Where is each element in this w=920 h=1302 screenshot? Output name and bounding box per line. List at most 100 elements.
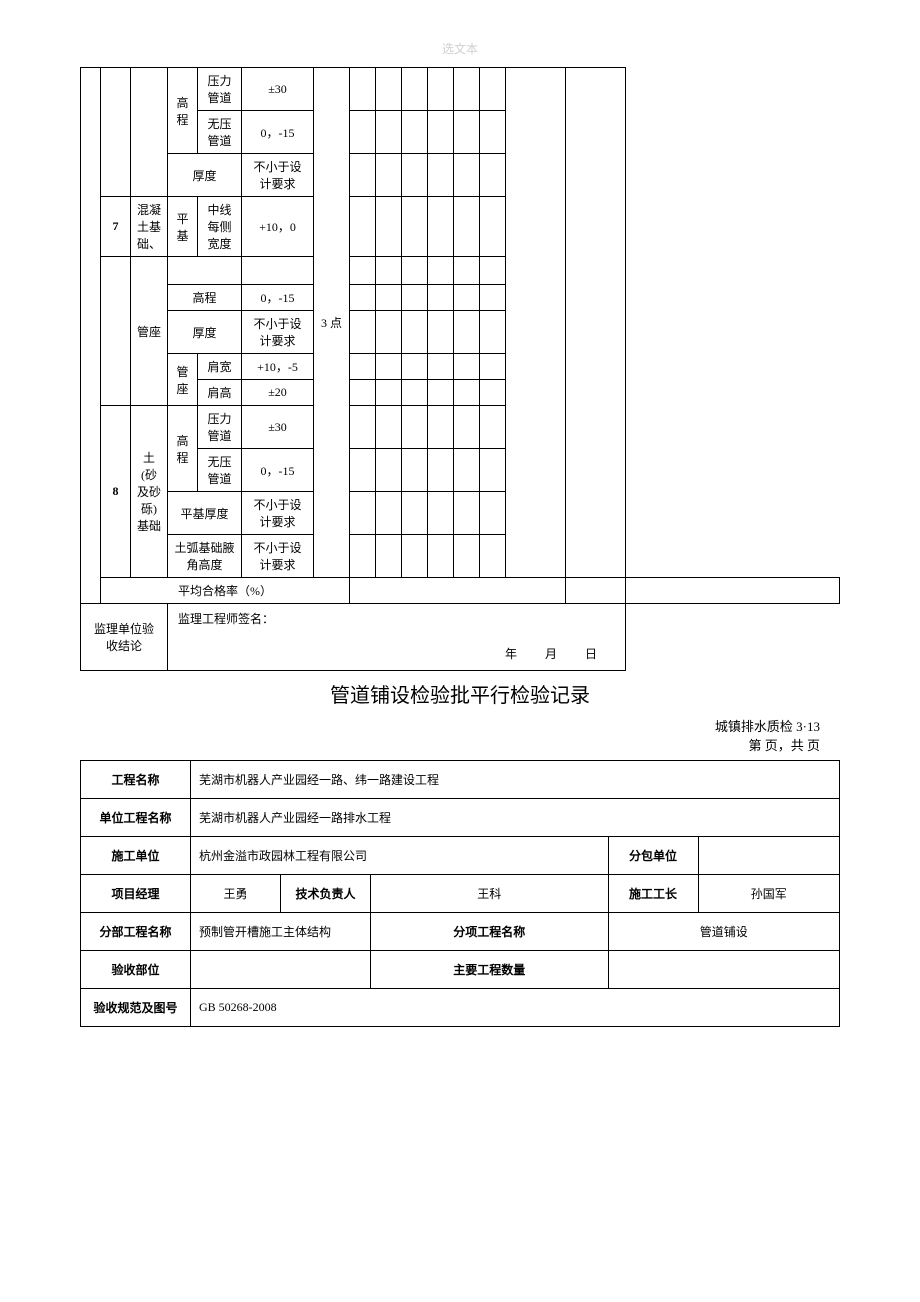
sub2-cell: 压力管道	[198, 68, 242, 111]
data-cell	[350, 406, 376, 449]
section-title: 管道铺设检验批平行检验记录	[80, 679, 840, 708]
sub2-cell: 厚度	[168, 311, 242, 354]
table-row: 验收规范及图号 GB 50268-2008	[81, 989, 840, 1027]
sub2-cell: 高程	[168, 285, 242, 311]
division: 预制管开槽施工主体结构	[191, 913, 371, 951]
construction-unit-label: 施工单位	[81, 837, 191, 875]
sub1-cell: 土弧基础腋角高度	[168, 535, 242, 578]
data-cell	[350, 492, 376, 535]
spec-cell	[242, 257, 314, 285]
vertical-label: 3 点	[314, 68, 350, 578]
sub2-cell: 无压管道	[198, 111, 242, 154]
spec-ref-label: 验收规范及图号	[81, 989, 191, 1027]
division-label: 分部工程名称	[81, 913, 191, 951]
group-cell: 混凝土基础、	[131, 197, 168, 257]
sub1-cell: 厚度	[168, 154, 242, 197]
inspection-table: 高程 压力管道 ±30 3 点 无压管道 0，-15 厚度 不小于设计要求 7 …	[80, 67, 840, 671]
unit-project: 芜湖市机器人产业园经一路排水工程	[191, 799, 840, 837]
data-cell	[350, 197, 376, 257]
table-row: 施工单位 杭州金溢市政园林工程有限公司 分包单位	[81, 837, 840, 875]
sub1-cell: 高程	[168, 406, 198, 492]
table-row: 高程 压力管道 ±30 3 点	[81, 68, 840, 111]
table-row: 厚度 不小于设计要求	[81, 311, 840, 354]
data-cell	[626, 578, 840, 604]
data-cell	[454, 68, 480, 111]
table-row: 工程名称 芜湖市机器人产业园经一路、纬一路建设工程	[81, 761, 840, 799]
sub1-cell: 平基厚度	[168, 492, 242, 535]
spec-cell: 不小于设计要求	[242, 535, 314, 578]
subdivision-label: 分项工程名称	[371, 913, 609, 951]
accept-part	[191, 951, 371, 989]
signature-label: 监理工程师签名：	[178, 612, 274, 626]
meta-page: 第 页，共 页	[748, 738, 820, 753]
data-cell	[376, 68, 402, 111]
watermark-text: 选文本	[80, 40, 840, 57]
row-num	[101, 68, 131, 197]
data-cell	[350, 449, 376, 492]
table-row: 7 混凝土基础、 平基 中线每侧宽度 +10，0	[81, 197, 840, 257]
row-num	[101, 257, 131, 406]
data-cell	[350, 154, 376, 197]
subcontractor	[698, 837, 839, 875]
table-row: 验收部位 主要工程数量	[81, 951, 840, 989]
avg-label: 平均合格率（%）	[101, 578, 350, 604]
sub2-cell: 中线每侧宽度	[198, 197, 242, 257]
data-cell	[480, 68, 506, 111]
construction-unit: 杭州金溢市政园林工程有限公司	[191, 837, 609, 875]
sub2-cell: 肩宽	[198, 354, 242, 380]
data-cell	[350, 111, 376, 154]
sub1-cell: 高程	[168, 68, 198, 154]
table-row: 厚度 不小于设计要求	[81, 154, 840, 197]
data-cell	[350, 354, 376, 380]
accept-part-label: 验收部位	[81, 951, 191, 989]
avg-value	[350, 578, 566, 604]
pm-label: 项目经理	[81, 875, 191, 913]
spec-cell: 不小于设计要求	[242, 154, 314, 197]
subdivision: 管道铺设	[608, 913, 839, 951]
pm: 王勇	[191, 875, 281, 913]
result-col	[506, 68, 566, 578]
sub1-cell: 平基	[168, 197, 198, 257]
row-num: 8	[101, 406, 131, 578]
result-col	[566, 68, 626, 578]
spec-cell: ±30	[242, 406, 314, 449]
foreman-label: 施工工长	[608, 875, 698, 913]
signature-cell: 监理工程师签名： 年 月 日	[168, 604, 626, 671]
foreman: 孙国军	[698, 875, 839, 913]
spec-cell: +10，-5	[242, 354, 314, 380]
signature-row: 监理单位验收结论 监理工程师签名： 年 月 日	[81, 604, 840, 671]
spec-ref: GB 50268-2008	[191, 989, 840, 1027]
empty-cell	[168, 257, 242, 285]
project-name: 芜湖市机器人产业园经一路、纬一路建设工程	[191, 761, 840, 799]
table-row: 高程 0，-15	[81, 285, 840, 311]
supervision-label: 监理单位验收结论	[81, 604, 168, 671]
table-row: 项目经理 王勇 技术负责人 王科 施工工长 孙国军	[81, 875, 840, 913]
group-cell	[131, 68, 168, 197]
spec-cell: 0，-15	[242, 111, 314, 154]
data-cell	[350, 380, 376, 406]
tech-lead: 王科	[371, 875, 609, 913]
table-row: 分部工程名称 预制管开槽施工主体结构 分项工程名称 管道铺设	[81, 913, 840, 951]
subcontractor-label: 分包单位	[608, 837, 698, 875]
spec-cell: ±30	[242, 68, 314, 111]
table-row: 土弧基础腋角高度 不小于设计要求	[81, 535, 840, 578]
data-cell	[350, 535, 376, 578]
spec-cell: 0，-15	[242, 285, 314, 311]
date-line: 年 月 日	[505, 645, 605, 662]
spec-cell: 不小于设计要求	[242, 492, 314, 535]
data-cell	[350, 68, 376, 111]
project-info-table: 工程名称 芜湖市机器人产业园经一路、纬一路建设工程 单位工程名称 芜湖市机器人产…	[80, 760, 840, 1027]
unit-project-label: 单位工程名称	[81, 799, 191, 837]
meta-block: 城镇排水质检 3·13 第 页，共 页	[80, 716, 840, 754]
spec-cell: 0，-15	[242, 449, 314, 492]
sub1-cell: 管座	[168, 354, 198, 406]
data-cell	[350, 311, 376, 354]
spec-cell: ±20	[242, 380, 314, 406]
group-cell: 管座	[131, 257, 168, 406]
left-margin-col	[81, 68, 101, 604]
meta-code: 城镇排水质检 3·13	[715, 719, 820, 734]
data-cell	[402, 68, 428, 111]
data-cell	[566, 578, 626, 604]
table-row: 管座	[81, 257, 840, 285]
tech-lead-label: 技术负责人	[281, 875, 371, 913]
